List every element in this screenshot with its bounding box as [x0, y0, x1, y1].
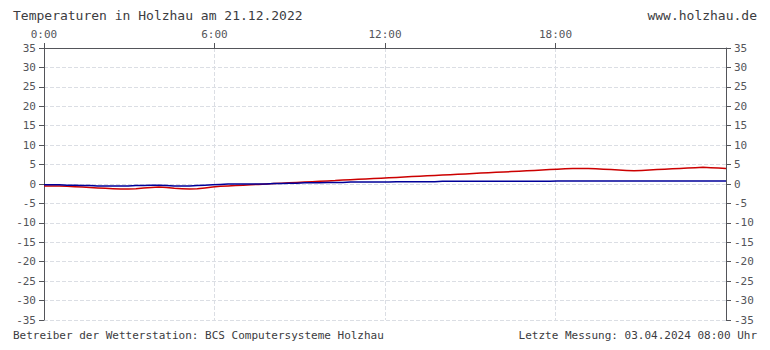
- svg-text:0:00: 0:00: [31, 28, 58, 41]
- svg-text:10: 10: [23, 139, 36, 152]
- svg-text:0: 0: [29, 178, 36, 191]
- svg-text:35: 35: [23, 42, 36, 55]
- svg-text:12:00: 12:00: [368, 28, 401, 41]
- svg-text:-35: -35: [734, 314, 754, 327]
- svg-text:6:00: 6:00: [201, 28, 228, 41]
- svg-text:25: 25: [734, 80, 747, 93]
- svg-text:5: 5: [29, 158, 36, 171]
- svg-text:0: 0: [734, 178, 741, 191]
- svg-text:-30: -30: [16, 294, 36, 307]
- svg-text:-25: -25: [16, 275, 36, 288]
- svg-text:-30: -30: [734, 294, 754, 307]
- svg-text:Betreiber der Wetterstation: B: Betreiber der Wetterstation: BCS Compute…: [13, 329, 384, 342]
- svg-text:30: 30: [23, 61, 36, 74]
- svg-text:-15: -15: [16, 236, 36, 249]
- svg-text:30: 30: [734, 61, 747, 74]
- svg-text:-10: -10: [16, 216, 36, 229]
- svg-text:5: 5: [734, 158, 741, 171]
- svg-text:15: 15: [734, 119, 747, 132]
- svg-text:-20: -20: [734, 255, 754, 268]
- svg-text:-10: -10: [734, 216, 754, 229]
- svg-text:www.holzhau.de: www.holzhau.de: [647, 8, 757, 23]
- svg-text:-25: -25: [734, 275, 754, 288]
- svg-text:35: 35: [734, 42, 747, 55]
- svg-text:18:00: 18:00: [539, 28, 572, 41]
- svg-text:20: 20: [23, 100, 36, 113]
- svg-text:-35: -35: [16, 314, 36, 327]
- svg-text:15: 15: [23, 119, 36, 132]
- svg-text:20: 20: [734, 100, 747, 113]
- svg-text:10: 10: [734, 139, 747, 152]
- svg-text:-5: -5: [734, 197, 747, 210]
- svg-text:-5: -5: [23, 197, 36, 210]
- svg-text:Temperaturen in Holzhau am 21.: Temperaturen in Holzhau am 21.12.2022: [13, 8, 303, 23]
- svg-text:-20: -20: [16, 255, 36, 268]
- svg-text:-15: -15: [734, 236, 754, 249]
- svg-text:25: 25: [23, 80, 36, 93]
- svg-text:Letzte Messung: 03.04.2024 08:: Letzte Messung: 03.04.2024 08:00 Uhr: [519, 329, 758, 342]
